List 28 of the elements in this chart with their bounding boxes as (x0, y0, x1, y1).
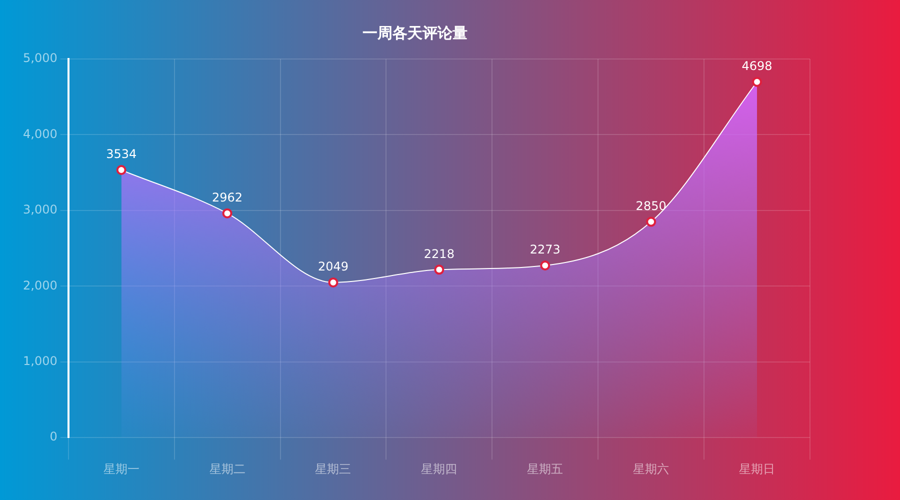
x-tick-label: 星期一 (103, 462, 140, 476)
point (328, 277, 338, 288)
point (116, 165, 126, 176)
data-label: 2962 (212, 190, 243, 204)
point (222, 208, 232, 218)
data-label: 2850 (636, 198, 666, 213)
data-label: 2273 (530, 242, 560, 257)
chart-title: 一周各天评论量 (362, 24, 468, 42)
x-tick-label: 星期三 (315, 462, 352, 476)
data-label: 3534 (106, 147, 137, 162)
y-tick-label: 2,000 (22, 278, 58, 292)
x-tick-label: 星期五 (527, 462, 564, 476)
point (434, 264, 444, 275)
x-tick-label: 星期六 (633, 462, 670, 476)
data-label: 2049 (318, 260, 348, 274)
data-label: 4698 (742, 58, 772, 73)
y-tick-label: 0 (50, 430, 58, 444)
point (752, 76, 762, 87)
y-tick-label: 5,000 (22, 51, 58, 66)
x-tick-label: 星期二 (209, 462, 246, 476)
x-tick-label: 星期日 (739, 462, 776, 476)
point (540, 260, 550, 270)
data-label: 2218 (424, 246, 454, 261)
x-tick-label: 星期四 (421, 462, 458, 476)
y-tick-label: 1,000 (22, 354, 58, 368)
y-tick-label: 3,000 (22, 202, 58, 217)
y-tick-label: 4,000 (22, 126, 58, 141)
point (646, 216, 656, 227)
